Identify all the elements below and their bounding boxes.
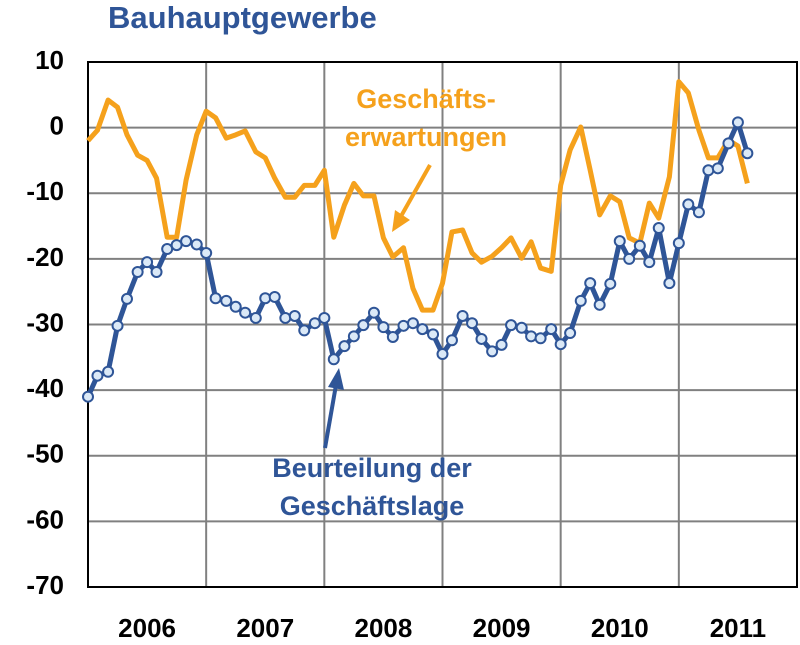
series-marker: [702, 164, 715, 177]
series-marker: [229, 300, 242, 313]
series-marker: [554, 338, 567, 351]
y-tick-label: -10: [26, 176, 64, 206]
series-marker: [102, 365, 115, 378]
series-marker: [731, 116, 744, 129]
series-marker: [298, 324, 311, 337]
series-marker: [672, 237, 685, 250]
series-marker: [486, 345, 499, 358]
series-marker: [525, 330, 538, 343]
series-marker: [150, 266, 163, 278]
arrow-line: [398, 164, 432, 219]
series-marker: [564, 327, 577, 340]
series-marker: [682, 198, 695, 211]
series-marker: [200, 246, 213, 259]
series-marker: [406, 317, 419, 330]
series-marker: [445, 334, 458, 347]
arrow-head: [328, 368, 344, 390]
series-marker: [663, 277, 676, 290]
y-tick-label: -60: [26, 504, 64, 534]
series-marker: [427, 328, 440, 341]
series-marker: [82, 390, 94, 403]
series-marker: [120, 292, 133, 305]
annotation: Geschäfts-: [356, 84, 496, 114]
series-marker: [220, 294, 233, 307]
y-tick-label: 10: [35, 45, 64, 75]
series-marker: [377, 321, 390, 334]
series-marker: [643, 256, 656, 269]
series-marker: [652, 222, 665, 235]
series-marker: [386, 330, 399, 343]
series-marker: [515, 321, 528, 334]
series-marker: [141, 256, 154, 269]
series-marker: [397, 319, 410, 332]
series-marker: [279, 311, 292, 324]
annotation: Geschäftslage: [280, 491, 465, 521]
series-marker: [633, 239, 646, 252]
series-marker: [180, 235, 193, 248]
series-marker: [416, 323, 429, 336]
series-marker: [613, 235, 626, 248]
series-marker: [505, 319, 518, 332]
series-marker: [259, 292, 272, 305]
y-tick-label: 0: [50, 111, 64, 141]
series-marker: [268, 290, 281, 303]
chart-title: Bauhauptgewerbe: [108, 0, 377, 35]
annotation: erwartungen: [345, 122, 507, 152]
series-marker: [288, 309, 301, 322]
series-marker: [347, 330, 360, 343]
series-marker: [593, 298, 606, 311]
series-marker: [367, 306, 380, 319]
y-tick-label: -50: [26, 439, 64, 469]
series-marker: [91, 369, 104, 382]
series-marker: [190, 238, 203, 251]
series-marker: [239, 306, 252, 319]
series-marker: [722, 137, 735, 150]
series-marker: [466, 317, 479, 330]
annotation: Beurteilung der: [272, 453, 472, 483]
series-marker: [741, 147, 754, 160]
x-tick-label: 2008: [354, 613, 412, 643]
x-tick-label: 2009: [473, 613, 531, 643]
series-marker: [327, 353, 340, 366]
series-marker: [604, 277, 617, 290]
arrow-line: [323, 384, 338, 449]
series-marker: [209, 292, 222, 305]
series-marker: [623, 252, 636, 265]
series-marker: [534, 332, 547, 345]
series-marker: [131, 266, 144, 278]
series-marker: [692, 206, 705, 219]
annotation-arrows: [323, 164, 432, 449]
y-tick-label: -20: [26, 242, 64, 272]
y-tick-label: -30: [26, 307, 64, 337]
x-tick-label: 2011: [710, 613, 766, 643]
series-marker: [436, 348, 449, 361]
series-marker: [338, 340, 351, 353]
series-marker: [574, 294, 587, 307]
series-line: [86, 79, 750, 313]
series-marker: [249, 311, 262, 324]
series-marker: [308, 317, 321, 330]
series-marker: [584, 277, 597, 290]
y-tick-label: -40: [26, 373, 64, 403]
series-marker: [545, 323, 558, 336]
series-marker: [111, 319, 124, 332]
x-tick-label: 2007: [236, 613, 294, 643]
plot-frame: [87, 61, 798, 588]
series-marker: [475, 332, 488, 345]
arrow-head: [392, 210, 410, 232]
series-marker: [711, 162, 724, 175]
series-marker: [495, 338, 508, 351]
y-tick-label: -70: [26, 570, 64, 600]
x-tick-label: 2006: [118, 613, 176, 643]
series-marker: [357, 319, 370, 332]
series-marker: [456, 309, 469, 322]
series-marker: [318, 311, 331, 324]
x-tick-label: 2010: [591, 613, 649, 643]
